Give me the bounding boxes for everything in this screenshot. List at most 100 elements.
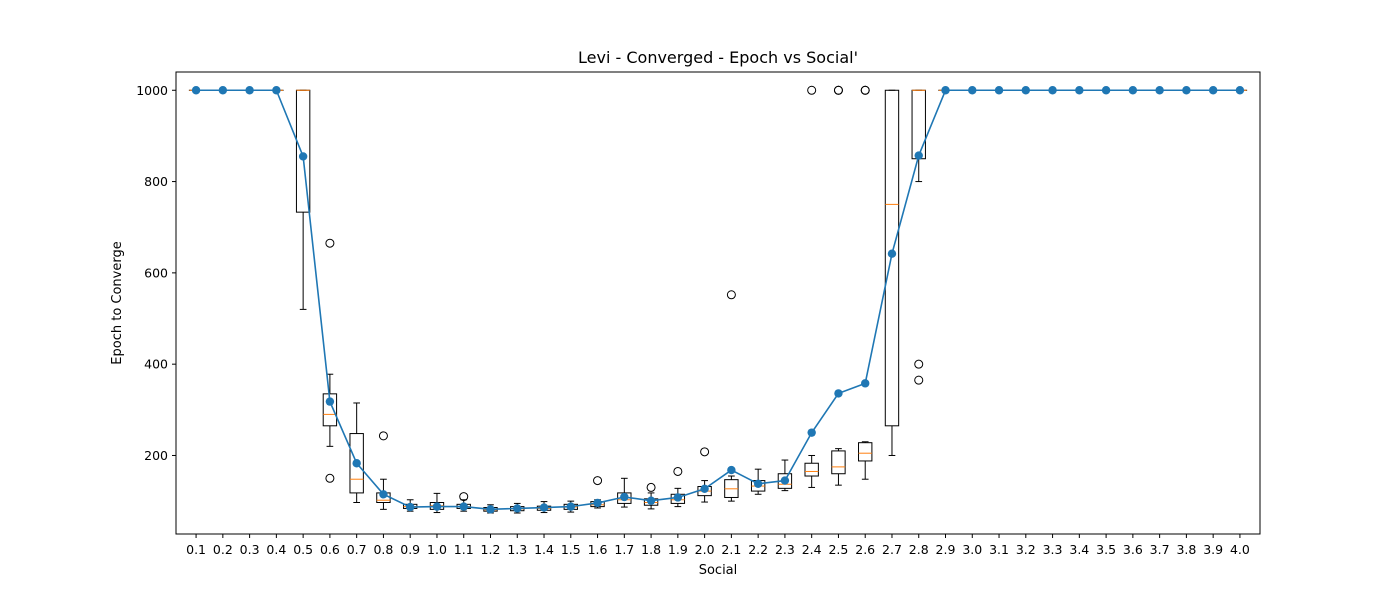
mean-point-4.0 bbox=[1235, 86, 1245, 95]
outlier-point bbox=[593, 476, 603, 486]
x-tick-label: 2.1 bbox=[721, 542, 741, 557]
mean-point-1.1 bbox=[459, 502, 468, 511]
x-tick-label: 2.6 bbox=[855, 542, 875, 557]
mean-point-1.8 bbox=[646, 496, 656, 505]
x-tick-label: 1.3 bbox=[507, 542, 527, 557]
mean-point-0.9 bbox=[405, 502, 415, 512]
mean-point-0.2 bbox=[218, 86, 228, 95]
outlier-point bbox=[673, 466, 683, 476]
y-tick-label: 800 bbox=[144, 174, 168, 189]
x-tick-label: 0.7 bbox=[347, 542, 367, 557]
box-2.3 bbox=[777, 459, 793, 492]
x-tick-label: 1.1 bbox=[454, 542, 474, 557]
mean-point-2.0 bbox=[700, 484, 709, 494]
mean-point-1.5 bbox=[566, 502, 575, 511]
box-2.5 bbox=[831, 85, 846, 486]
x-tick-label: 0.8 bbox=[373, 542, 393, 557]
x-tick-label: 1.7 bbox=[614, 542, 634, 557]
x-tick-label: 0.9 bbox=[400, 542, 420, 557]
mean-point-0.8 bbox=[379, 490, 388, 499]
mean-point-2.4 bbox=[807, 428, 816, 437]
mean-point-2.6 bbox=[861, 379, 870, 388]
mean-point-2.7 bbox=[887, 249, 897, 258]
mean-point-1.0 bbox=[432, 502, 442, 511]
x-tick-label: 3.9 bbox=[1203, 542, 1223, 557]
x-tick-label: 4.0 bbox=[1230, 542, 1250, 557]
x-tick-label: 3.2 bbox=[1016, 542, 1036, 557]
x-tick-label: 1.9 bbox=[668, 542, 688, 557]
y-tick-label: 1000 bbox=[136, 83, 168, 98]
x-tick-label: 3.0 bbox=[962, 542, 982, 557]
x-tick-label: 2.4 bbox=[802, 542, 822, 557]
mean-point-3.1 bbox=[994, 86, 1004, 95]
box-body bbox=[322, 393, 338, 427]
x-tick-label: 3.8 bbox=[1176, 542, 1196, 557]
mean-point-0.7 bbox=[352, 459, 361, 468]
mean-point-3.4 bbox=[1075, 86, 1084, 95]
box-1.8 bbox=[643, 482, 659, 510]
box-2.1 bbox=[724, 290, 739, 502]
box-0.6 bbox=[322, 238, 338, 483]
x-tick-label: 2.8 bbox=[909, 542, 929, 557]
outlier-point bbox=[646, 482, 656, 492]
x-tick-label: 3.3 bbox=[1043, 542, 1063, 557]
outlier-point bbox=[325, 238, 335, 248]
mean-point-1.9 bbox=[673, 493, 683, 502]
x-tick-label: 1.6 bbox=[588, 542, 608, 557]
outlier-point bbox=[726, 290, 736, 300]
mean-point-1.4 bbox=[539, 503, 549, 512]
y-tick-label: 600 bbox=[144, 265, 168, 280]
x-tick-label: 2.2 bbox=[748, 542, 768, 557]
box-body bbox=[804, 462, 819, 477]
outlier-point bbox=[914, 375, 924, 385]
mean-point-2.3 bbox=[780, 476, 790, 485]
mean-point-3.6 bbox=[1128, 86, 1138, 95]
mean-point-2.2 bbox=[753, 479, 763, 488]
mean-point-0.4 bbox=[272, 86, 281, 95]
mean-point-2.1 bbox=[727, 465, 736, 475]
outlier-point bbox=[860, 85, 870, 95]
box-2.6 bbox=[858, 85, 873, 480]
mean-point-3.7 bbox=[1155, 86, 1164, 95]
x-tick-label: 1.0 bbox=[427, 542, 447, 557]
outlier-point bbox=[914, 359, 924, 369]
x-tick-label: 3.4 bbox=[1069, 542, 1089, 557]
box-body bbox=[858, 442, 873, 462]
mean-point-1.7 bbox=[620, 492, 629, 502]
box-2.7 bbox=[884, 89, 900, 456]
box-0.7 bbox=[349, 402, 364, 503]
x-tick-label: 1.2 bbox=[481, 542, 501, 557]
x-tick-label: 0.2 bbox=[213, 542, 233, 557]
box-2.0 bbox=[697, 447, 712, 503]
x-tick-label: 2.9 bbox=[936, 542, 956, 557]
x-tick-label: 1.4 bbox=[534, 542, 554, 557]
mean-point-0.6 bbox=[325, 397, 335, 406]
mean-point-3.8 bbox=[1182, 86, 1191, 95]
mean-point-2.5 bbox=[834, 389, 843, 398]
x-tick-label: 2.0 bbox=[695, 542, 715, 557]
x-tick-label: 0.4 bbox=[266, 542, 286, 557]
y-tick-label: 400 bbox=[144, 357, 168, 372]
outlier-point bbox=[459, 492, 469, 502]
mean-point-2.9 bbox=[941, 86, 950, 95]
mean-point-1.2 bbox=[486, 505, 495, 514]
x-tick-label: 1.5 bbox=[561, 542, 581, 557]
x-tick-label: 0.3 bbox=[240, 542, 260, 557]
mean-series bbox=[191, 86, 1245, 514]
mean-point-0.5 bbox=[298, 152, 308, 161]
box-0.5 bbox=[295, 89, 311, 310]
mean-point-1.3 bbox=[513, 504, 522, 513]
box-body bbox=[831, 450, 846, 475]
x-tick-label: 2.3 bbox=[775, 542, 795, 557]
mean-point-1.6 bbox=[593, 498, 602, 508]
x-tick-label: 2.7 bbox=[882, 542, 902, 557]
box-body bbox=[911, 89, 926, 160]
box-1.7 bbox=[617, 477, 632, 508]
x-axis-label: Social bbox=[699, 563, 738, 578]
mean-point-3.3 bbox=[1048, 86, 1057, 95]
box-plots bbox=[188, 85, 1248, 514]
box-body bbox=[349, 433, 364, 494]
x-tick-label: 0.1 bbox=[186, 542, 206, 557]
chart-title: Levi - Converged - Epoch vs Social' bbox=[578, 48, 858, 67]
x-tick-label: 3.5 bbox=[1096, 542, 1116, 557]
